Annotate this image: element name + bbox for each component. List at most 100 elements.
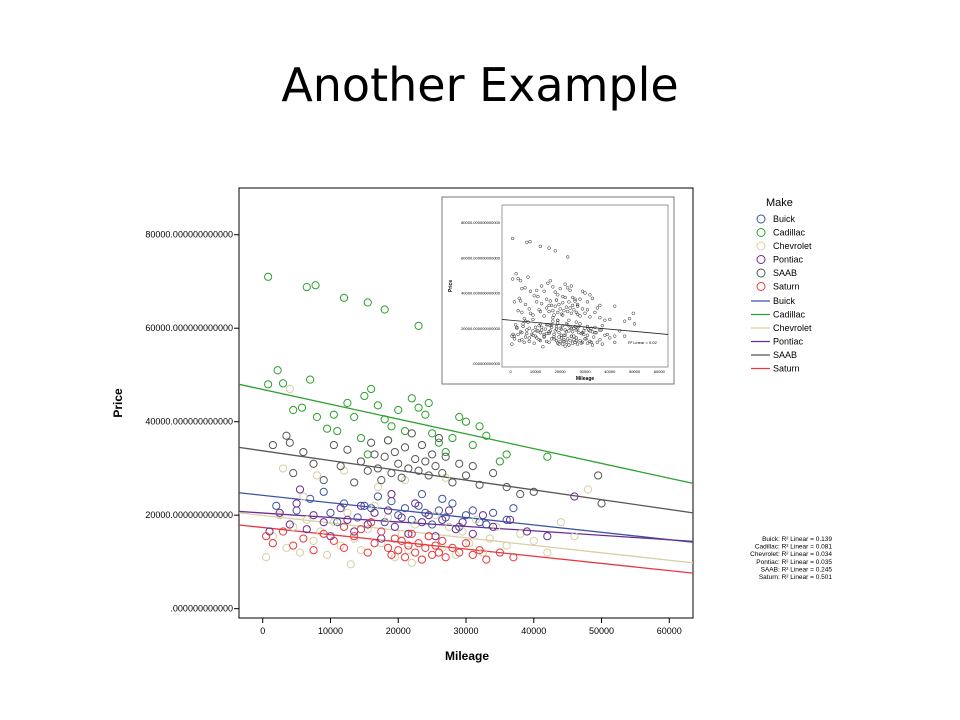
data-point-saturn: [421, 543, 430, 552]
inset-data-point: [539, 284, 544, 288]
data-point-cadillac: [448, 433, 457, 443]
inset-data-point: [520, 310, 524, 315]
inset-data-point: [574, 310, 578, 315]
inset-data-point: [536, 294, 540, 299]
data-point-pontiac: [468, 529, 477, 538]
inset-data-point: [535, 288, 539, 293]
inset-data-point: [547, 303, 551, 308]
inset-y-tick-label: 40000.000000000000: [461, 291, 501, 296]
inset-data-point: [580, 289, 585, 293]
data-point-buick: [326, 508, 335, 517]
inset-data-point: [547, 340, 551, 344]
data-point-cadillac: [407, 394, 416, 403]
x-tick-label: 20000: [386, 626, 411, 636]
data-point-saturn: [468, 550, 477, 560]
data-point-cadillac: [333, 426, 342, 436]
inset-data-point: [580, 340, 585, 344]
data-point-saturn: [356, 525, 366, 534]
inset-data-point: [515, 326, 519, 330]
data-point-cadillac: [312, 412, 322, 422]
r2-label-buick: Buick: R² Linear = 0.139: [762, 536, 832, 543]
inset-data-point: [585, 324, 590, 329]
data-point-pontiac: [417, 518, 427, 527]
inset-x-tick-label: 10000: [530, 369, 542, 374]
data-point-pontiac: [458, 518, 467, 527]
data-point-saturn: [482, 555, 491, 564]
data-point-cadillac: [461, 417, 471, 426]
inset-data-point: [554, 298, 559, 302]
inset-data-point: [548, 329, 552, 333]
inset-data-point: [578, 314, 582, 318]
inset-data-point: [600, 323, 604, 328]
data-point-saab: [319, 476, 328, 485]
data-point-saab: [356, 457, 366, 466]
data-point-saturn: [350, 532, 359, 541]
data-point-cadillac: [339, 293, 349, 302]
legend-label: Pontiac: [773, 255, 804, 265]
inset-data-point: [527, 307, 531, 311]
data-point-pontiac: [444, 506, 454, 515]
inset-data-point: [520, 338, 524, 342]
data-point-saturn: [424, 532, 433, 541]
data-point-cadillac: [495, 457, 504, 466]
inset-data-point: [569, 311, 574, 315]
data-point-saab: [390, 447, 399, 457]
data-point-buick: [417, 490, 427, 499]
legend-marker-saab: [756, 268, 766, 278]
x-axis-ticks: 0 10000 20000 30000 40000 50000 60000: [260, 618, 682, 636]
data-point-chevrolet: [373, 483, 383, 492]
x-tick-label: 50000: [589, 626, 614, 636]
data-point-pontiac: [319, 518, 328, 527]
inset-data-point: [553, 304, 557, 308]
data-point-cadillac: [441, 447, 450, 457]
inset-data-point: [568, 288, 572, 293]
data-point-chevrolet: [407, 558, 416, 567]
data-point-buick: [272, 501, 281, 510]
data-point-pontiac: [397, 513, 406, 522]
inset-data-point: [588, 293, 592, 297]
data-point-saab: [424, 471, 433, 480]
inset-data-point: [521, 322, 525, 326]
data-point-saturn: [455, 548, 464, 557]
data-point-saturn: [339, 543, 349, 552]
data-point-pontiac: [424, 511, 433, 520]
data-point-saab: [268, 440, 277, 450]
data-point-saab: [411, 454, 420, 464]
fit-line-pontiac: [238, 510, 694, 542]
data-point-chevrolet: [322, 550, 332, 560]
data-point-cadillac: [455, 412, 464, 422]
data-point-saab: [363, 466, 372, 475]
data-point-saab: [309, 459, 318, 468]
inset-x-tick-label: 40000: [604, 369, 616, 374]
inset-data-point: [569, 326, 574, 330]
r2-label-saab: SAAB: R² Linear = 0.245: [761, 566, 833, 573]
inset-data-point: [567, 318, 571, 322]
data-point-cadillac: [475, 422, 484, 431]
data-point-pontiac: [285, 520, 294, 529]
inset-data-point: [583, 291, 587, 295]
data-point-pontiac: [295, 485, 305, 494]
inset-data-point: [598, 316, 602, 320]
data-point-pontiac: [451, 525, 460, 534]
data-point-chevrolet: [543, 548, 552, 557]
data-point-saturn: [417, 555, 427, 564]
data-point-pontiac: [522, 527, 532, 536]
inset-data-point: [522, 340, 526, 344]
x-tick-label: 10000: [318, 626, 343, 636]
x-axis-title: Mileage: [445, 649, 489, 663]
data-point-saturn: [397, 536, 406, 545]
inset-data-point: [590, 296, 595, 300]
data-point-pontiac: [275, 508, 284, 517]
data-point-saturn: [394, 546, 403, 555]
inset-data-point: [569, 284, 574, 288]
inset-data-point: [553, 290, 557, 294]
inset-data-point: [572, 338, 576, 342]
r2-label-saturn: Saturn: R² Linear = 0.501: [759, 574, 833, 581]
data-point-saturn: [363, 548, 372, 557]
fit-line-buick: [238, 492, 694, 543]
data-point-chevrolet: [295, 548, 305, 557]
inset-data-point: [567, 343, 571, 347]
y-tick-label: 80000.000000000000: [145, 230, 233, 240]
inset-data-point: [568, 306, 572, 310]
data-point-cadillac: [302, 282, 311, 292]
